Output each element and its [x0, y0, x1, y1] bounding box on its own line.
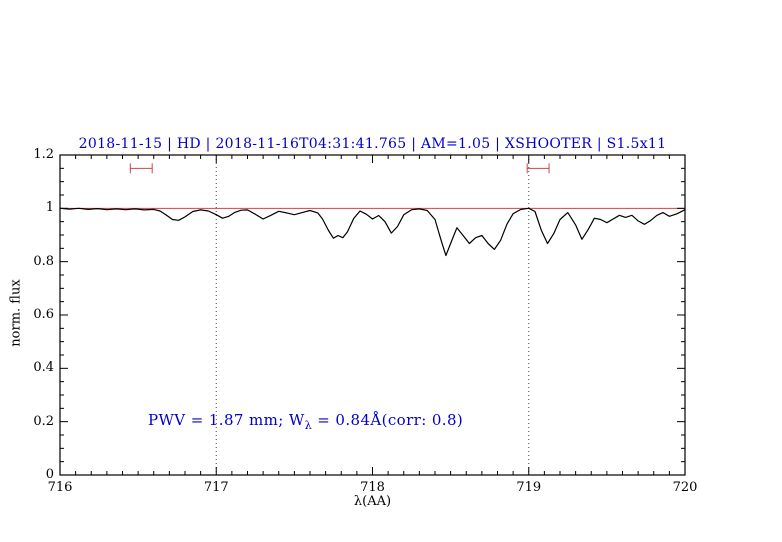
pwv-annotation-suffix: = 0.84Å(corr: 0.8) [312, 411, 464, 429]
x-tick-label: 717 [203, 480, 229, 495]
x-tick-label: 719 [516, 480, 542, 495]
x-tick-label: 718 [360, 480, 385, 495]
x-tick-label: 716 [47, 480, 73, 495]
y-tick-label: 0.8 [33, 253, 54, 269]
y-tick-label: 1 [45, 200, 54, 216]
y-tick-label: 0 [45, 467, 54, 482]
x-tick-label: 720 [672, 480, 698, 495]
spectrum-line [59, 207, 686, 257]
pwv-annotation-lambda-sub: λ [304, 419, 313, 432]
x-axis-label: λ(AA) [353, 494, 392, 509]
y-tick-label: 0.6 [33, 307, 54, 322]
y-tick-label: 0.2 [33, 413, 54, 429]
y-tick-label: 1.2 [33, 147, 54, 162]
pwv-annotation-prefix: PWV = 1.87 mm; W [148, 411, 305, 429]
y-tick-label: 0.4 [33, 360, 54, 376]
pwv-annotation: PWV = 1.87 mm; Wλ = 0.84Å(corr: 0.8) [148, 411, 463, 432]
plot-title: 2018-11-15 | HD | 2018-11-16T04:31:41.76… [78, 136, 667, 152]
